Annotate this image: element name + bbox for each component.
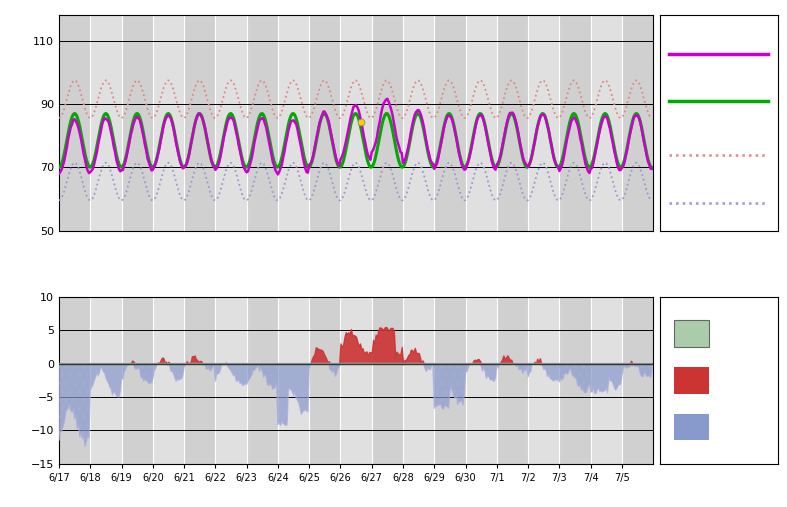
Bar	[91, 15, 121, 231]
Bar	[121, 297, 153, 464]
Bar	[622, 297, 653, 464]
Bar	[622, 15, 653, 231]
Bar	[153, 297, 184, 464]
Bar	[403, 15, 434, 231]
FancyBboxPatch shape	[674, 414, 709, 441]
Bar	[560, 297, 591, 464]
Bar	[403, 297, 434, 464]
Bar	[309, 15, 341, 231]
Bar	[309, 297, 341, 464]
Bar	[278, 297, 309, 464]
Bar	[560, 15, 591, 231]
Bar	[121, 15, 153, 231]
Bar	[528, 15, 560, 231]
Bar	[216, 15, 246, 231]
FancyBboxPatch shape	[674, 367, 709, 393]
Bar	[184, 15, 216, 231]
Bar	[528, 297, 560, 464]
Bar	[59, 297, 91, 464]
Bar	[91, 297, 121, 464]
Bar	[371, 297, 403, 464]
Bar	[153, 15, 184, 231]
Bar	[591, 297, 622, 464]
Bar	[216, 297, 246, 464]
Bar	[246, 297, 278, 464]
Bar	[371, 15, 403, 231]
Bar	[497, 15, 528, 231]
FancyBboxPatch shape	[674, 320, 709, 347]
Bar	[434, 297, 466, 464]
Bar	[341, 15, 371, 231]
Bar	[466, 15, 497, 231]
Bar	[434, 15, 466, 231]
Bar	[278, 15, 309, 231]
Bar	[466, 297, 497, 464]
Bar	[246, 15, 278, 231]
Bar	[497, 297, 528, 464]
Bar	[591, 15, 622, 231]
Bar	[184, 297, 216, 464]
Bar	[341, 297, 371, 464]
Bar	[59, 15, 91, 231]
